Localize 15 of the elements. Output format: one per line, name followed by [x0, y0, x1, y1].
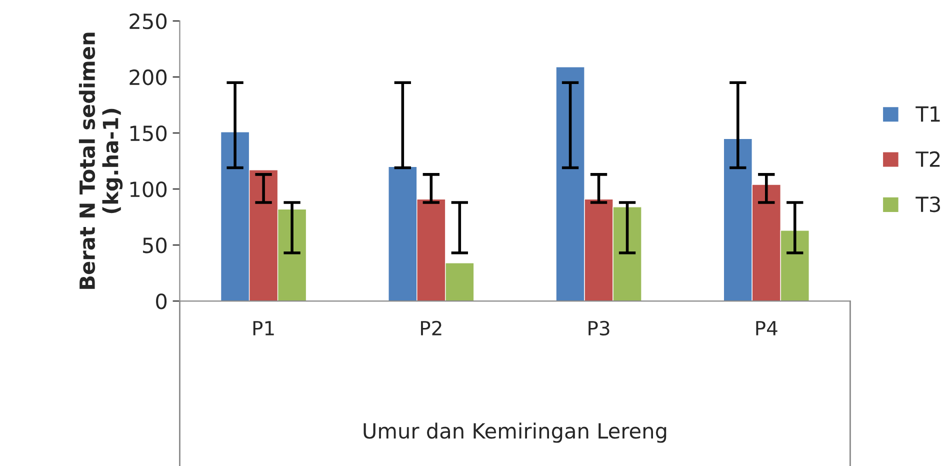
y-tick-label: 0	[156, 293, 167, 310]
y-axis-title: Berat N Total sedimen (kg.ha-1)	[78, 32, 123, 289]
y-tick-label: 100	[130, 181, 167, 198]
x-tick-label: P2	[421, 320, 442, 336]
legend-label: T1	[916, 106, 940, 122]
legend-label: T3	[916, 196, 940, 212]
y-tick-label: 50	[143, 237, 167, 254]
legend-label: T2	[916, 151, 940, 167]
y-tick-label: 250	[130, 13, 167, 30]
x-axis-title: Umur dan Kemiringan Lereng	[364, 422, 666, 443]
y-tick-label: 200	[130, 69, 167, 86]
x-tick-label: P4	[756, 321, 778, 336]
y-tick-label: 150	[130, 125, 167, 142]
x-tick-label: P3	[588, 320, 610, 336]
x-tick-label: P1	[253, 321, 274, 336]
